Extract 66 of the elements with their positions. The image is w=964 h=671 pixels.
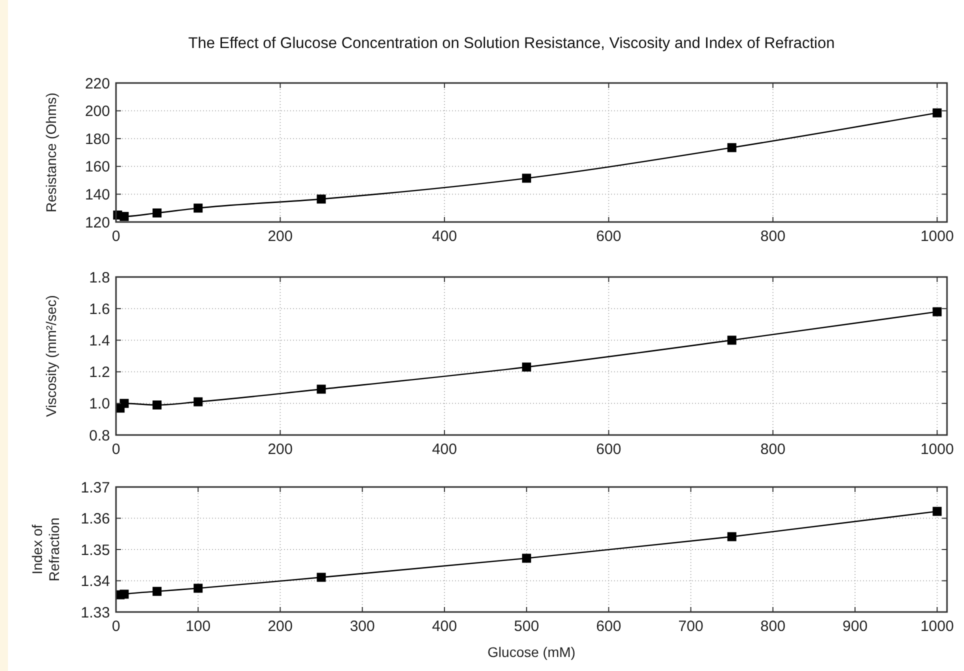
point [522,362,532,372]
x-tick-label: 0 [112,228,120,245]
x-tick-label: 1000 [920,228,954,245]
point [194,584,203,593]
y-tick-label: 200 [84,103,110,120]
x-tick-label: 1000 [920,441,954,458]
y-tick-label: 140 [84,186,110,204]
x-tick-label: 500 [514,618,540,635]
chart-title: The Effect of Glucose Concentration on Solution Resistance, Viscosity and Index of Refraction [188,35,835,52]
point [932,506,942,516]
y-tick-label: 160 [84,158,110,176]
y-tick-label: 1.2 [89,364,110,382]
x-tick-label: 700 [678,618,704,635]
point [727,336,736,345]
point [932,108,942,118]
x-tick-label: 100 [186,618,211,635]
y-tick-label: 120 [84,214,110,232]
x-tick-label: 200 [268,228,293,245]
y-tick-label: 1.35 [80,542,110,559]
y-tick-label: 1.0 [89,396,110,413]
y-tick-label: 1.36 [80,510,110,528]
x-tick-label: 900 [842,618,868,635]
y-tick-label: 1.34 [80,573,110,590]
x-tick-label: 1000 [920,618,954,635]
y-tick-label: 1.6 [89,300,110,318]
y-axis-title: Resistance (Ohms) [43,92,59,212]
x-tick-label: 800 [760,441,786,458]
x-tick-label: 200 [268,441,293,458]
point [194,204,203,213]
x-axis-title: Glucose (mM) [488,644,576,660]
x-tick-label: 600 [596,228,622,245]
x-tick-label: 800 [760,618,786,635]
y-tick-label: 0.8 [89,427,110,444]
point [120,590,129,599]
y-tick-label: 220 [84,75,110,92]
point [152,208,162,218]
point [932,307,942,316]
y-tick-label: 1.4 [89,332,110,350]
x-tick-label: 800 [760,228,786,245]
y-tick-label: 1.33 [80,604,110,622]
x-tick-label: 600 [596,441,622,458]
x-tick-label: 600 [596,618,622,635]
point [194,397,203,406]
x-tick-label: 0 [112,618,120,635]
point [152,586,162,596]
x-tick-label: 0 [112,441,120,458]
y-tick-label: 1.37 [80,479,110,496]
x-tick-label: 200 [268,618,293,635]
y-tick-label: 1.8 [89,269,110,286]
x-tick-label: 400 [432,441,457,458]
y-axis-title: Index of Refraction [29,518,62,582]
point [316,194,326,204]
x-tick-label: 400 [432,618,457,635]
point [522,174,532,183]
point [316,384,326,394]
x-tick-label: 400 [432,228,457,245]
y-tick-label: 180 [84,130,110,148]
point [120,398,129,408]
y-axis-title: Viscosity (mm²/sec) [43,295,59,417]
point [522,554,532,563]
point [120,212,129,221]
x-tick-label: 300 [350,618,375,635]
point [152,400,162,410]
point [727,532,736,542]
point [316,572,326,582]
point [727,143,736,152]
